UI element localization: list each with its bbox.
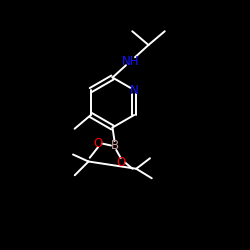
Text: O: O [116,156,126,169]
Text: NH: NH [122,55,139,68]
Text: O: O [93,137,102,150]
Text: N: N [130,84,138,96]
Text: B: B [111,139,119,152]
